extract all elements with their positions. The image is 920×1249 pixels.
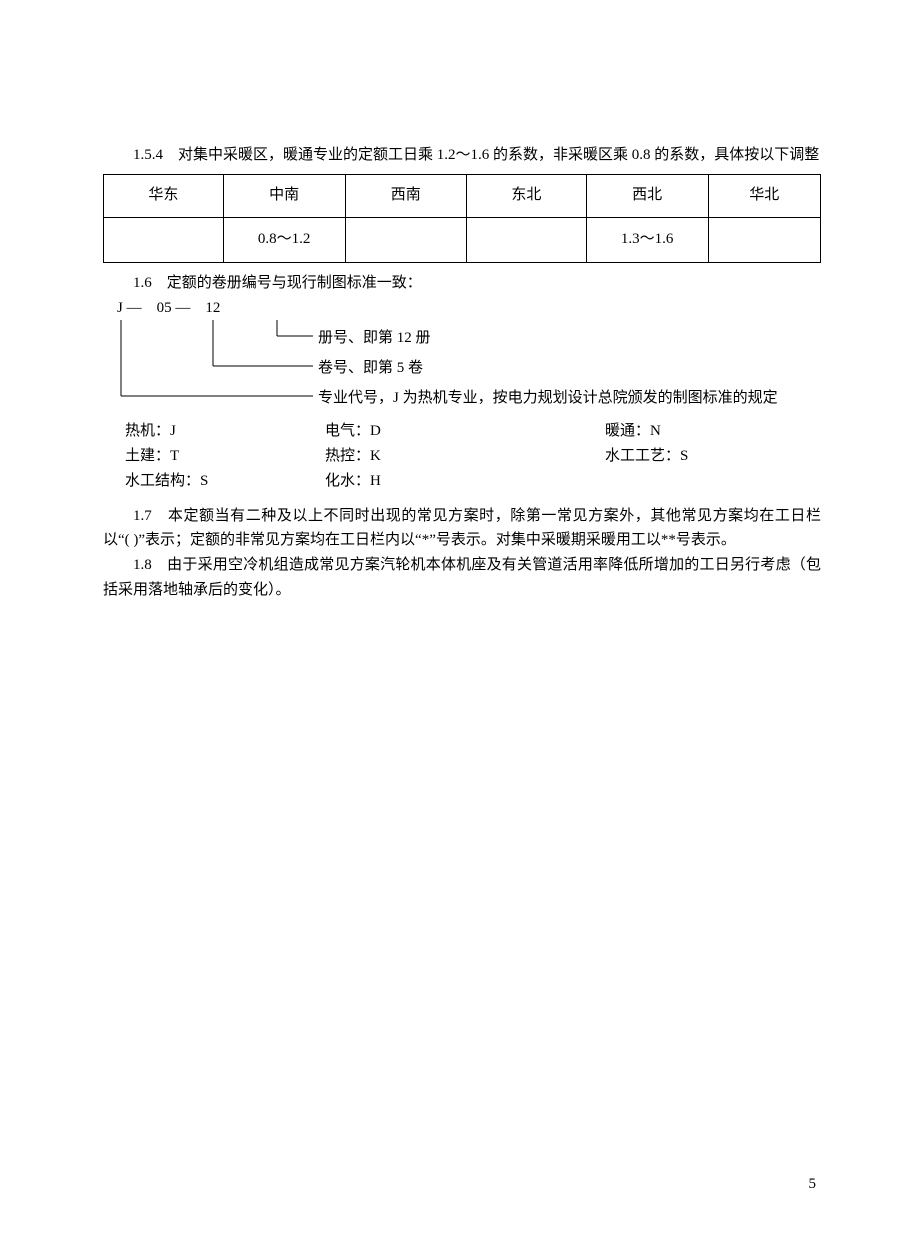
para-1-8: 1.8 由于采用空冷机组造成常见方案汽轮机本体机座及有关管道活用率降低所增加的工… <box>103 553 821 603</box>
code-item: 热控：K <box>325 444 605 469</box>
code-item: 水工结构：S <box>125 469 325 494</box>
code-bracket-diagram: 册号、即第 12 册 卷号、即第 5 卷 专业代号，J 为热机专业，按电力规划设… <box>103 320 821 415</box>
code-item: 电气：D <box>325 419 605 444</box>
code-item: 化水：H <box>325 469 605 494</box>
td-huadong <box>104 217 224 262</box>
para-1-6: 1.6 定额的卷册编号与现行制图标准一致： <box>103 271 821 296</box>
code-item: 热机：J <box>125 419 325 444</box>
code-example: J — 05 — 12 <box>117 296 821 321</box>
profession-code-map: 热机：J 土建：T 水工结构：S 电气：D 热控：K 化水：H 暖通：N 水工工… <box>125 419 821 493</box>
para-1-7-line1: 1.7 本定额当有二种及以上不同时出现的常见方案时，除第一常见方案外，其他常见方… <box>103 504 821 554</box>
td-xinan <box>345 217 466 262</box>
code-col-2: 电气：D 热控：K 化水：H <box>325 419 605 493</box>
document-page: 1.5.4 对集中采暖区，暖通专业的定额工日乘 1.2～1.6 的系数，非采暖区… <box>0 0 920 1249</box>
td-huabei <box>708 217 821 262</box>
th-huabei: 华北 <box>708 174 821 217</box>
table-header-row: 华东 中南 西南 东北 西北 华北 <box>104 174 821 217</box>
td-zhongnan: 0.8～1.2 <box>223 217 345 262</box>
region-coefficient-table: 华东 中南 西南 东北 西北 华北 0.8～1.2 1.3～1.6 <box>103 174 821 263</box>
th-huadong: 华东 <box>104 174 224 217</box>
code-col-1: 热机：J 土建：T 水工结构：S <box>125 419 325 493</box>
bracket-svg <box>103 320 323 415</box>
table-row: 0.8～1.2 1.3～1.6 <box>104 217 821 262</box>
diagram-label-volume: 册号、即第 12 册 <box>318 326 431 351</box>
th-dongbei: 东北 <box>466 174 586 217</box>
th-zhongnan: 中南 <box>223 174 345 217</box>
para-1-5-4: 1.5.4 对集中采暖区，暖通专业的定额工日乘 1.2～1.6 的系数，非采暖区… <box>103 143 821 168</box>
diagram-label-profession: 专业代号，J 为热机专业，按电力规划设计总院颁发的制图标准的规定 <box>318 386 778 411</box>
diagram-label-series: 卷号、即第 5 卷 <box>318 356 423 381</box>
code-item: 水工工艺：S <box>605 444 805 469</box>
code-item: 土建：T <box>125 444 325 469</box>
code-col-3: 暖通：N 水工工艺：S <box>605 419 805 493</box>
td-dongbei <box>466 217 586 262</box>
th-xibei: 西北 <box>586 174 708 217</box>
code-item: 暖通：N <box>605 419 805 444</box>
page-number: 5 <box>809 1172 817 1197</box>
td-xibei: 1.3～1.6 <box>586 217 708 262</box>
th-xinan: 西南 <box>345 174 466 217</box>
